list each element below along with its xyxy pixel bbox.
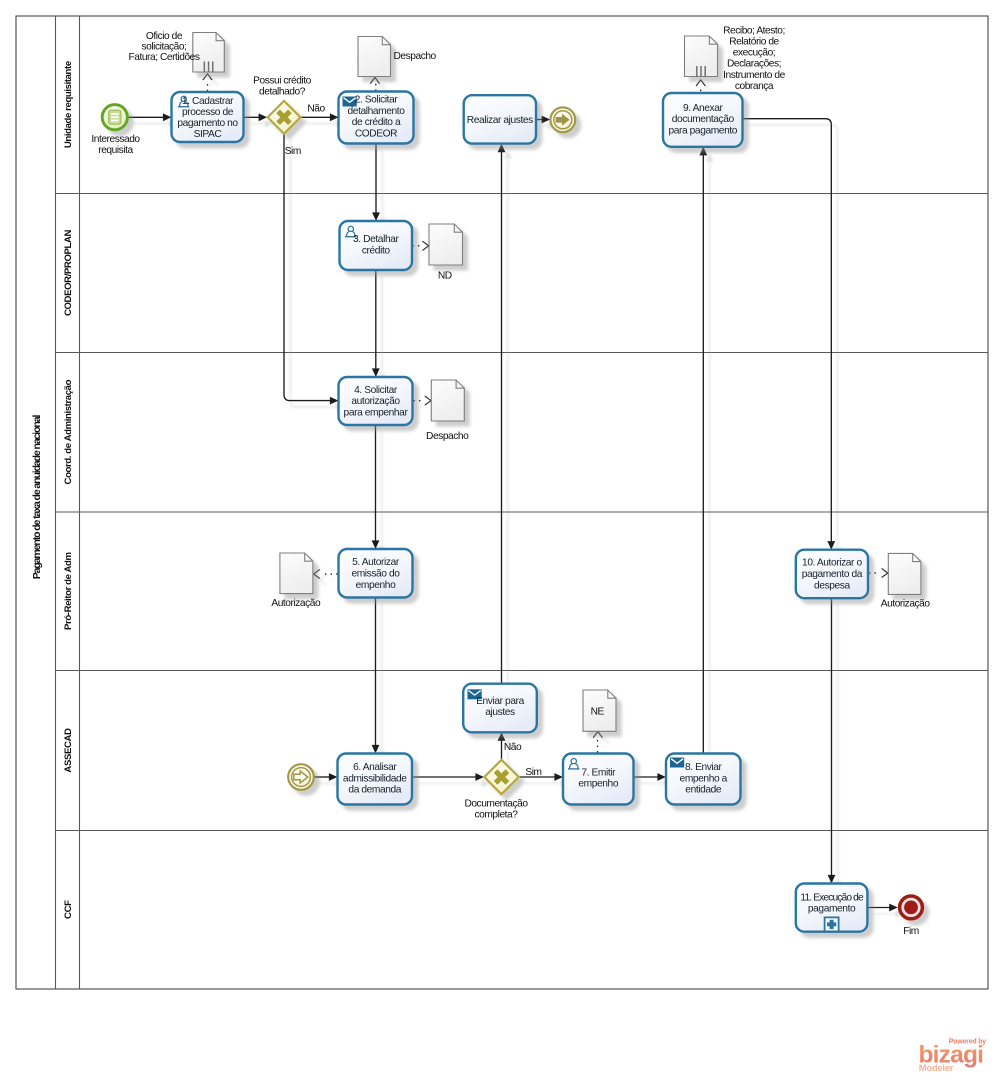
svg-text:processo de: processo de bbox=[182, 107, 234, 118]
svg-text:Recibo; Atesto;: Recibo; Atesto; bbox=[723, 25, 785, 36]
svg-text:3. Detalhar: 3. Detalhar bbox=[353, 234, 399, 245]
svg-text:CODEOR: CODEOR bbox=[355, 128, 397, 139]
svg-text:Oficio de: Oficio de bbox=[146, 31, 183, 42]
svg-text:empenho a: empenho a bbox=[680, 773, 728, 784]
svg-text:emissão do: emissão do bbox=[351, 569, 400, 580]
svg-text:Possui crédito: Possui crédito bbox=[253, 76, 311, 87]
svg-text:SIPAC: SIPAC bbox=[194, 129, 222, 140]
svg-text:Não: Não bbox=[504, 742, 522, 753]
svg-text:cobrança: cobrança bbox=[735, 81, 774, 92]
svg-text:Powered by: Powered by bbox=[949, 1039, 987, 1046]
svg-text:5. Autorizar: 5. Autorizar bbox=[352, 557, 400, 568]
svg-text:Autorização: Autorização bbox=[881, 598, 931, 609]
svg-text:Despacho: Despacho bbox=[394, 51, 437, 62]
svg-text:execução;: execução; bbox=[733, 48, 775, 59]
svg-text:Interessado: Interessado bbox=[91, 134, 140, 145]
svg-text:bizagi: bizagi bbox=[919, 1041, 984, 1068]
svg-text:autorização: autorização bbox=[351, 396, 400, 407]
svg-text:Fim: Fim bbox=[903, 926, 919, 937]
svg-text:ASSECAD: ASSECAD bbox=[63, 728, 74, 773]
svg-text:empenho: empenho bbox=[356, 580, 396, 591]
svg-text:Enviar para: Enviar para bbox=[476, 696, 524, 707]
svg-text:Instrumento de: Instrumento de bbox=[723, 70, 785, 81]
svg-text:Documentação: Documentação bbox=[464, 798, 528, 809]
svg-text:pagamento da: pagamento da bbox=[802, 569, 863, 580]
svg-text:empenho: empenho bbox=[578, 779, 618, 790]
svg-text:entidade: entidade bbox=[685, 785, 722, 796]
svg-text:completa?: completa? bbox=[475, 809, 519, 820]
svg-text:7. Emitir: 7. Emitir bbox=[581, 767, 616, 778]
svg-text:Autorização: Autorização bbox=[271, 598, 321, 609]
svg-text:8. Enviar: 8. Enviar bbox=[685, 762, 723, 773]
svg-text:4. Solicitar: 4. Solicitar bbox=[354, 385, 398, 396]
svg-text:pagamento no: pagamento no bbox=[177, 118, 238, 129]
svg-text:Sim: Sim bbox=[285, 146, 301, 157]
svg-text:9. Anexar: 9. Anexar bbox=[683, 103, 723, 114]
svg-text:CODEOR/PROPLAN: CODEOR/PROPLAN bbox=[63, 229, 74, 316]
svg-text:Despacho: Despacho bbox=[426, 431, 469, 442]
svg-text:ajustes: ajustes bbox=[485, 707, 515, 718]
svg-text:crédito: crédito bbox=[362, 246, 391, 257]
svg-text:6. Analisar: 6. Analisar bbox=[353, 762, 397, 773]
svg-text:2. Solicitar: 2. Solicitar bbox=[355, 95, 399, 106]
svg-text:Sim: Sim bbox=[525, 767, 541, 778]
svg-text:para empenhar: para empenhar bbox=[344, 408, 409, 419]
svg-text:Unidade requisitante: Unidade requisitante bbox=[63, 61, 74, 148]
svg-text:11. Execução de: 11. Execução de bbox=[800, 893, 864, 904]
svg-text:da demanda: da demanda bbox=[348, 785, 401, 796]
svg-text:documentação: documentação bbox=[672, 114, 735, 125]
svg-text:CCF: CCF bbox=[63, 900, 74, 919]
svg-text:Não: Não bbox=[307, 103, 325, 114]
svg-text:10. Autorizar o: 10. Autorizar o bbox=[802, 558, 862, 569]
svg-text:admissibilidade: admissibilidade bbox=[343, 773, 407, 784]
svg-text:de crédito a: de crédito a bbox=[352, 117, 401, 128]
svg-text:ND: ND bbox=[438, 270, 452, 281]
svg-text:detalhamento: detalhamento bbox=[348, 106, 406, 117]
svg-text:Relatório de: Relatório de bbox=[729, 37, 779, 48]
svg-text:NE: NE bbox=[591, 706, 605, 717]
svg-text:Pró-Reitor de Adm: Pró-Reitor de Adm bbox=[63, 552, 74, 630]
svg-text:pagamento: pagamento bbox=[808, 904, 856, 915]
svg-text:1. Cadastrar: 1. Cadastrar bbox=[182, 96, 234, 107]
svg-text:Pagamento de taxa de anuidade: Pagamento de taxa de anuidade nacional bbox=[31, 415, 43, 580]
svg-text:Declarações;: Declarações; bbox=[727, 58, 781, 69]
svg-text:detalhado?: detalhado? bbox=[259, 87, 306, 98]
svg-text:despesa: despesa bbox=[814, 580, 850, 591]
svg-text:Fatura; Certidões: Fatura; Certidões bbox=[128, 52, 199, 63]
svg-text:para pagamento: para pagamento bbox=[668, 125, 737, 136]
svg-text:requisita: requisita bbox=[98, 145, 133, 156]
svg-text:Realizar ajustes: Realizar ajustes bbox=[467, 115, 533, 126]
svg-text:Modeler: Modeler bbox=[919, 1063, 954, 1074]
svg-text:solicitação;: solicitação; bbox=[142, 41, 187, 52]
svg-text:Coord. de Administração: Coord. de Administração bbox=[63, 379, 74, 484]
